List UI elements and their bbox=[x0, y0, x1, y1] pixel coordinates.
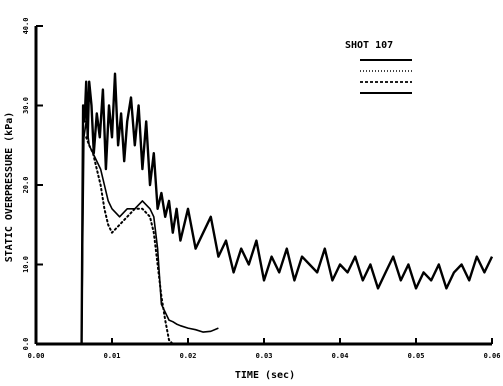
x-tick-label: 0.03 bbox=[256, 352, 273, 360]
x-ticks: 0.00 0.01 0.02 0.03 0.04 0.05 0.06 bbox=[28, 338, 501, 360]
y-axis-title: STATIC OVERPRESSURE (kPa) bbox=[4, 112, 15, 263]
x-tick-label: 0.02 bbox=[180, 352, 197, 360]
x-tick-label: 0.00 bbox=[28, 352, 45, 360]
x-axis-title: TIME (sec) bbox=[235, 370, 295, 381]
x-tick-label: 0.06 bbox=[484, 352, 501, 360]
series-layer bbox=[80, 72, 494, 345]
y-tick-label: 0.0 bbox=[22, 338, 30, 351]
y-tick-label: 30.0 bbox=[22, 97, 30, 114]
x-tick-label: 0.01 bbox=[104, 352, 121, 360]
y-ticks: 0.0 10.0 20.0 30.0 40.0 bbox=[22, 18, 43, 351]
legend: SHOT 107 bbox=[345, 40, 412, 94]
legend-entries bbox=[360, 59, 412, 94]
x-tick-label: 0.04 bbox=[332, 352, 349, 360]
legend-title: SHOT 107 bbox=[345, 40, 393, 51]
y-tick-label: 10.0 bbox=[22, 256, 30, 273]
x-tick-label: 0.05 bbox=[408, 352, 425, 360]
series-line-0 bbox=[80, 72, 494, 345]
y-tick-label: 40.0 bbox=[22, 18, 30, 35]
series-line-1 bbox=[80, 120, 219, 345]
series-line-2 bbox=[85, 136, 189, 345]
y-tick-label: 20.0 bbox=[22, 177, 30, 194]
